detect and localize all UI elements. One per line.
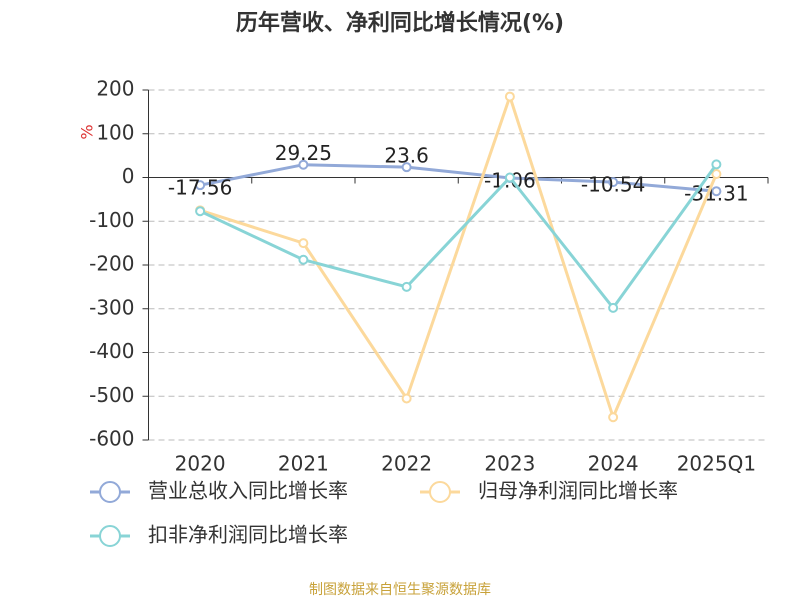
- point: [298, 254, 309, 265]
- point: [608, 302, 619, 313]
- series-line: [199, 163, 717, 193]
- x-tick-label: 2023: [484, 452, 535, 476]
- legend-marker: [99, 481, 121, 503]
- y-tick-label: 0: [122, 164, 135, 188]
- point: [195, 180, 206, 191]
- y-tick-label: -100: [89, 208, 134, 232]
- point: [711, 159, 722, 170]
- legend-label: 扣非净利润同比增长率: [148, 523, 348, 547]
- y-tick-label: 100: [96, 120, 134, 144]
- legend-label: 归母净利润同比增长率: [478, 479, 678, 503]
- legend-label: 营业总收入同比增长率: [148, 479, 348, 503]
- point: [504, 91, 515, 102]
- source-note: 制图数据来自恒生聚源数据库: [309, 582, 491, 598]
- series-line: [199, 163, 718, 311]
- x-tick-label: 2020: [175, 452, 226, 476]
- y-tick-label: -500: [89, 383, 134, 407]
- point: [298, 238, 309, 249]
- point: [195, 206, 206, 217]
- series-line: [199, 91, 718, 422]
- point: [608, 412, 619, 423]
- x-tick-label: 2022: [381, 452, 432, 476]
- point: [711, 169, 722, 179]
- x-tick-label: 2024: [588, 452, 639, 476]
- y-tick-label: 200: [96, 77, 134, 101]
- point: [608, 177, 619, 188]
- legend-marker: [99, 525, 121, 547]
- y-axis-label: %: [78, 124, 97, 139]
- point: [711, 186, 722, 197]
- point: [401, 162, 412, 173]
- legend-marker: [429, 481, 451, 503]
- data-label: 29.25: [275, 141, 332, 165]
- data-label: -17.56: [168, 176, 232, 200]
- data-label: 23.6: [384, 144, 429, 168]
- y-tick-label: -400: [89, 339, 134, 363]
- point: [298, 159, 309, 170]
- point: [504, 172, 515, 183]
- data-label: -10.54: [581, 173, 645, 197]
- chart-title: 历年营收、净利同比增长情况(%): [236, 10, 564, 36]
- y-tick-label: -300: [89, 295, 134, 319]
- x-tick-label: 2021: [278, 452, 329, 476]
- point: [401, 281, 412, 292]
- x-tick-label: 2025Q1: [677, 452, 756, 476]
- y-tick-label: -600: [89, 427, 134, 451]
- point: [401, 393, 412, 404]
- y-tick-label: -200: [89, 252, 134, 276]
